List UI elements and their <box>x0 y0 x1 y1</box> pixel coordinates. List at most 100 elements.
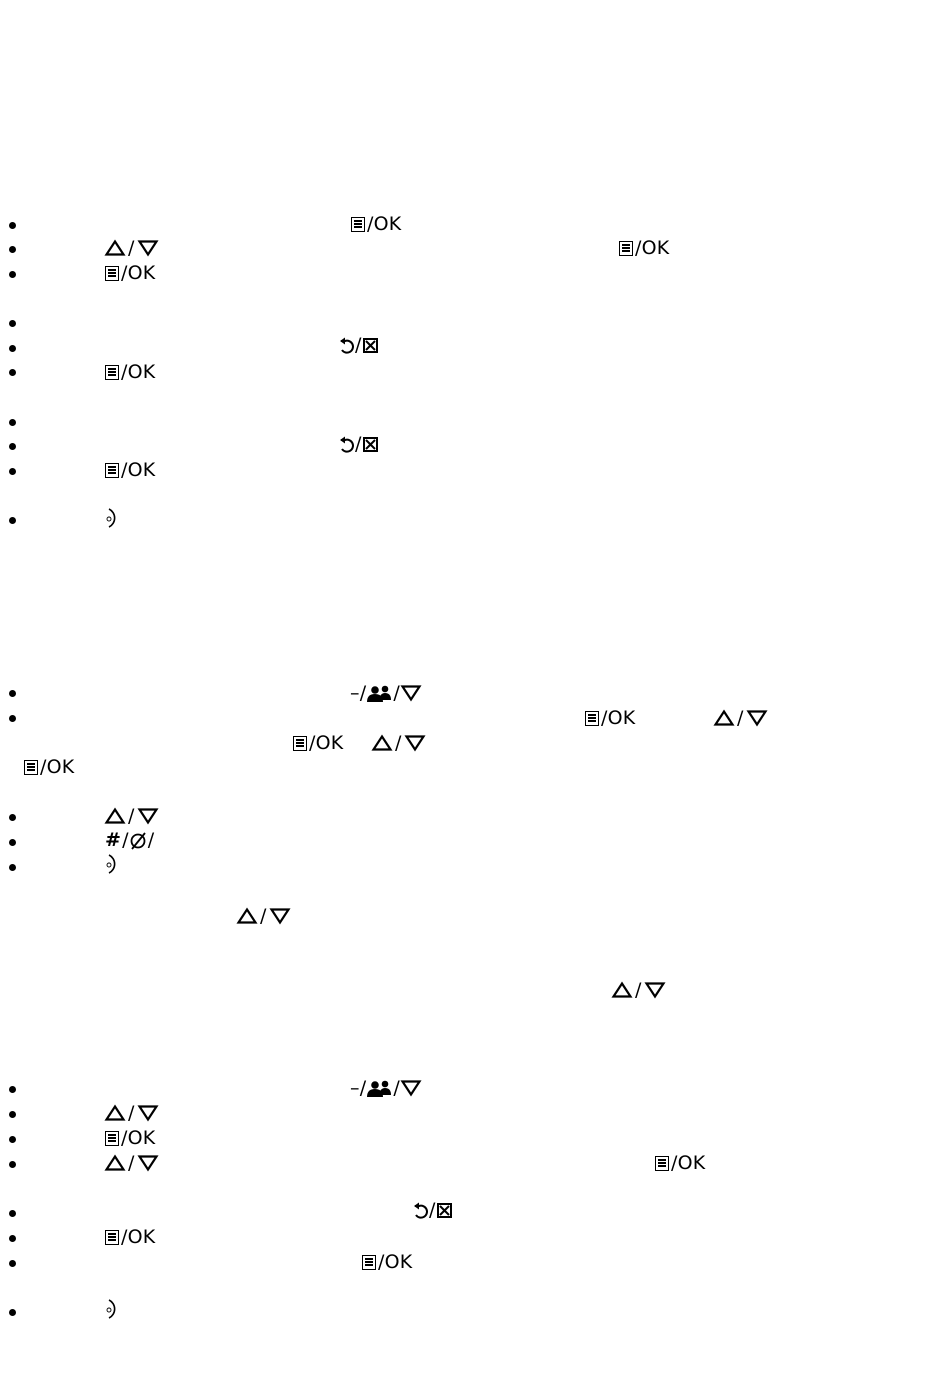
list-item: /OK <box>655 1151 705 1175</box>
menu-ok-label: /OK <box>671 1152 706 1174</box>
list-bullet <box>9 246 16 253</box>
contacts-icon <box>367 685 392 702</box>
menu-ok-label: /OK <box>367 213 402 235</box>
menu-ok-label: /OK <box>635 237 670 259</box>
list-item: / <box>104 804 159 828</box>
list-item: / <box>104 236 159 260</box>
dash-label: –/ <box>350 682 367 704</box>
menu-icon <box>619 240 633 256</box>
list-bullet <box>9 1161 16 1168</box>
menu-ok-label: /OK <box>40 756 75 778</box>
triangle-up-icon <box>104 1104 126 1121</box>
list-item: /OK <box>362 1250 412 1274</box>
list-bullet <box>9 1111 16 1118</box>
slash-label: / <box>122 829 129 851</box>
list-bullet <box>9 690 16 697</box>
back-arrow-icon <box>414 1202 428 1219</box>
list-item: /OK <box>24 755 74 779</box>
menu-ok-label: /OK <box>121 1127 156 1149</box>
hash-label: # <box>105 829 122 851</box>
menu-icon <box>351 216 365 232</box>
dash-label: –/ <box>350 1077 367 1099</box>
slash-label: / <box>147 829 155 851</box>
list-item <box>105 852 119 876</box>
menu-ok-label: /OK <box>601 707 636 729</box>
list-item: /OK <box>351 212 401 236</box>
menu-ok-label: /OK <box>378 1251 413 1273</box>
list-bullet <box>9 1260 16 1267</box>
list-item: / <box>371 731 426 755</box>
list-item: /OK <box>105 458 155 482</box>
menu-icon <box>655 1155 669 1171</box>
slash-label: / <box>260 905 267 927</box>
slash-label: / <box>355 334 362 356</box>
list-bullet <box>9 814 16 821</box>
slash-label: / <box>635 979 642 1001</box>
list-item <box>105 1297 119 1321</box>
menu-icon <box>24 759 38 775</box>
list-item: / <box>339 432 378 456</box>
clear-box-icon <box>362 337 378 353</box>
list-item: /OK <box>585 706 635 730</box>
list-item: / <box>104 1151 159 1175</box>
slash-label: / <box>355 433 362 455</box>
slash-label: / <box>393 682 400 704</box>
menu-icon <box>105 1130 119 1146</box>
list-bullet <box>9 443 16 450</box>
triangle-down-icon <box>404 735 426 752</box>
menu-ok-label: /OK <box>121 1226 156 1248</box>
list-bullet <box>9 345 16 352</box>
mute-circle-icon <box>130 831 146 850</box>
list-bullet <box>9 1086 16 1093</box>
slash-label: / <box>395 732 402 754</box>
contacts-icon <box>367 1080 392 1097</box>
triangle-up-icon <box>713 709 735 726</box>
back-arrow-icon <box>340 337 354 354</box>
slash-label: / <box>128 237 135 259</box>
list-item: –/ / <box>350 681 422 705</box>
triangle-down-icon <box>746 710 768 727</box>
menu-icon <box>293 735 307 751</box>
triangle-down-icon <box>644 982 666 999</box>
slash-label: / <box>128 1102 135 1124</box>
list-bullet <box>9 1309 16 1316</box>
triangle-up-icon <box>236 907 258 924</box>
triangle-down-icon <box>137 1105 159 1122</box>
list-bullet <box>9 839 16 846</box>
slash-label: / <box>393 1077 400 1099</box>
list-item: /OK <box>293 731 343 755</box>
triangle-down-icon <box>400 1080 422 1097</box>
list-bullet <box>9 468 16 475</box>
list-bullet <box>9 715 16 722</box>
list-item: –/ / <box>350 1076 422 1100</box>
triangle-up-icon <box>104 807 126 824</box>
list-item: /OK <box>105 360 155 384</box>
slash-label: / <box>429 1199 436 1221</box>
triangle-down-icon <box>400 685 422 702</box>
list-bullet <box>9 1210 16 1217</box>
list-item: / <box>104 1101 159 1125</box>
menu-icon <box>105 1229 119 1245</box>
triangle-up-icon <box>104 239 126 256</box>
list-item: /OK <box>105 1225 155 1249</box>
list-bullet <box>9 517 16 524</box>
list-bullet <box>9 1136 16 1143</box>
list-bullet <box>9 419 16 426</box>
end-call-icon <box>106 508 116 528</box>
list-bullet <box>9 320 16 327</box>
inline-keys: / <box>611 978 666 1002</box>
list-item: / <box>339 333 378 357</box>
menu-icon <box>585 710 599 726</box>
menu-icon <box>362 1254 376 1270</box>
list-item: / <box>413 1198 452 1222</box>
triangle-down-icon <box>137 240 159 257</box>
slash-label: / <box>737 707 744 729</box>
menu-ok-label: /OK <box>121 361 156 383</box>
triangle-up-icon <box>611 981 633 998</box>
list-bullet <box>9 271 16 278</box>
list-item <box>105 506 119 530</box>
end-call-icon <box>106 854 116 874</box>
list-item: # / / <box>105 828 155 852</box>
end-call-icon <box>106 1299 116 1319</box>
menu-ok-label: /OK <box>309 732 344 754</box>
